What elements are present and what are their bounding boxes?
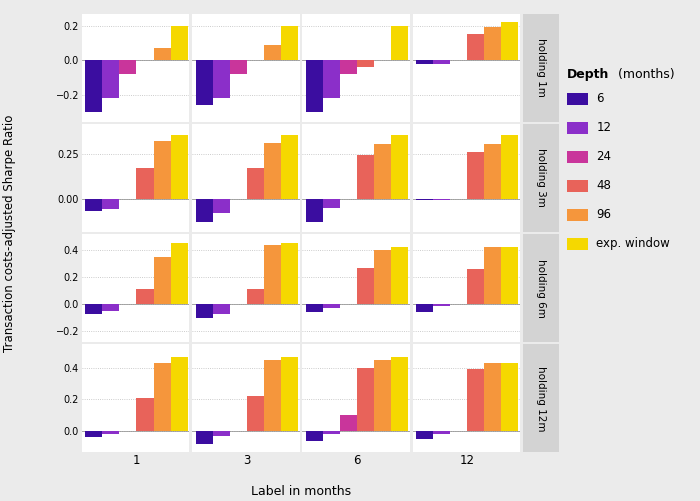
Bar — [357, 60, 374, 67]
Bar — [85, 60, 102, 112]
Bar — [195, 431, 213, 444]
Text: 96: 96 — [596, 208, 611, 221]
Bar — [501, 22, 519, 60]
Bar — [416, 198, 433, 200]
Bar — [195, 198, 213, 222]
Bar — [171, 26, 188, 60]
Bar — [264, 245, 281, 304]
Bar — [85, 198, 102, 211]
Bar — [340, 60, 357, 74]
Bar — [391, 357, 408, 431]
Bar — [213, 431, 230, 436]
Bar — [195, 304, 213, 318]
Bar — [323, 198, 340, 207]
Bar — [102, 431, 120, 434]
Bar — [433, 304, 450, 306]
Text: 12: 12 — [596, 121, 611, 134]
Bar — [213, 60, 230, 98]
Bar — [391, 247, 408, 304]
Bar — [501, 363, 519, 431]
Bar — [136, 168, 153, 198]
Bar — [246, 290, 264, 304]
Text: holding 6m: holding 6m — [536, 259, 546, 318]
Bar — [484, 144, 501, 198]
Bar — [467, 369, 484, 431]
Bar — [374, 360, 391, 431]
Bar — [281, 135, 298, 198]
Text: holding 1m: holding 1m — [536, 38, 546, 97]
Text: (months): (months) — [614, 68, 675, 81]
Bar — [85, 304, 102, 314]
Bar — [306, 304, 323, 313]
Bar — [171, 135, 188, 198]
Bar — [102, 304, 120, 311]
Bar — [323, 60, 340, 98]
Bar — [281, 26, 298, 60]
Bar — [281, 243, 298, 304]
Bar — [306, 60, 323, 112]
Text: Label in months: Label in months — [251, 485, 351, 498]
Bar — [120, 60, 136, 74]
Bar — [433, 60, 450, 64]
Bar — [136, 398, 153, 431]
Bar — [323, 431, 340, 434]
Bar — [484, 247, 501, 304]
Bar — [171, 357, 188, 431]
Bar — [323, 304, 340, 309]
Bar — [195, 60, 213, 105]
Bar — [357, 368, 374, 431]
Bar — [306, 198, 323, 222]
Bar — [467, 152, 484, 198]
Bar — [416, 304, 433, 313]
Bar — [391, 26, 408, 60]
Bar — [264, 360, 281, 431]
Bar — [153, 257, 171, 304]
Bar — [374, 250, 391, 304]
Text: 48: 48 — [596, 179, 611, 192]
Text: exp. window: exp. window — [596, 237, 670, 250]
Bar — [357, 155, 374, 198]
Bar — [306, 431, 323, 440]
Bar — [416, 431, 433, 439]
Bar — [391, 135, 408, 198]
Text: holding 12m: holding 12m — [536, 366, 546, 431]
Bar — [467, 269, 484, 304]
Bar — [153, 363, 171, 431]
Bar — [467, 34, 484, 60]
Bar — [246, 396, 264, 431]
Bar — [433, 198, 450, 200]
Bar — [136, 290, 153, 304]
Bar — [213, 198, 230, 213]
Bar — [264, 45, 281, 60]
Bar — [433, 431, 450, 434]
Bar — [374, 144, 391, 198]
Bar — [416, 60, 433, 64]
Bar — [501, 247, 519, 304]
Bar — [85, 431, 102, 437]
Bar — [501, 135, 519, 198]
Bar — [102, 60, 120, 98]
Text: holding 3m: holding 3m — [536, 148, 546, 207]
Bar — [153, 141, 171, 198]
Bar — [484, 28, 501, 60]
Bar — [153, 48, 171, 60]
Bar — [281, 357, 298, 431]
Bar — [230, 60, 246, 74]
Bar — [171, 243, 188, 304]
Bar — [264, 143, 281, 198]
Bar — [213, 304, 230, 314]
Text: 6: 6 — [596, 92, 604, 105]
Text: 24: 24 — [596, 150, 611, 163]
Bar — [246, 168, 264, 198]
Bar — [484, 363, 501, 431]
Bar — [340, 415, 357, 431]
Text: Transaction costs-adjusted Sharpe Ratio: Transaction costs-adjusted Sharpe Ratio — [3, 114, 15, 352]
Bar — [102, 198, 120, 209]
Bar — [357, 268, 374, 304]
Text: Depth: Depth — [567, 68, 610, 81]
